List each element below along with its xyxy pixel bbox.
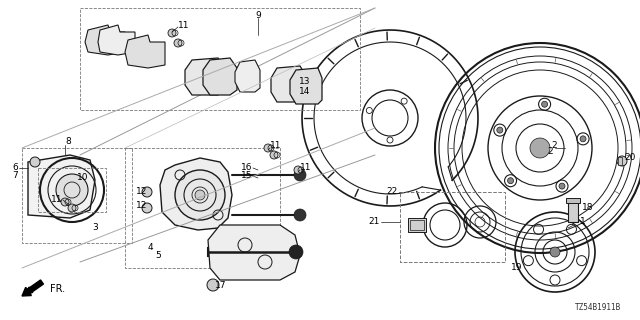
Text: 16: 16: [241, 164, 252, 172]
Circle shape: [142, 203, 152, 213]
Circle shape: [497, 127, 503, 133]
Polygon shape: [203, 58, 237, 95]
Text: 13: 13: [298, 77, 310, 86]
FancyArrow shape: [22, 280, 44, 296]
Text: TZ54B1911B: TZ54B1911B: [575, 303, 621, 312]
Bar: [568, 200, 578, 222]
Bar: [566, 198, 580, 203]
Polygon shape: [125, 35, 165, 68]
Circle shape: [508, 178, 513, 184]
Circle shape: [541, 101, 548, 107]
Text: 21: 21: [369, 218, 380, 227]
Polygon shape: [235, 60, 260, 92]
Text: 15: 15: [241, 172, 252, 180]
Bar: [408, 218, 426, 232]
Polygon shape: [28, 155, 95, 218]
Circle shape: [294, 166, 302, 174]
Text: 18: 18: [582, 204, 593, 212]
Polygon shape: [271, 66, 306, 102]
Text: 4: 4: [148, 244, 154, 252]
Circle shape: [174, 39, 182, 47]
Text: 2: 2: [551, 140, 557, 149]
Circle shape: [175, 170, 225, 220]
Text: 1: 1: [580, 218, 586, 227]
Text: 3: 3: [92, 223, 98, 233]
Circle shape: [289, 245, 303, 259]
Circle shape: [30, 157, 40, 167]
Circle shape: [270, 151, 278, 159]
Circle shape: [207, 279, 219, 291]
Bar: [22, 148, 132, 243]
Text: 10: 10: [77, 173, 88, 182]
Text: 8: 8: [65, 138, 71, 147]
Polygon shape: [290, 68, 322, 104]
Text: 12: 12: [136, 201, 147, 210]
Bar: [410, 220, 424, 230]
Circle shape: [264, 144, 272, 152]
Bar: [38, 168, 106, 212]
Circle shape: [56, 174, 88, 206]
Bar: [80, 8, 360, 110]
Text: 20: 20: [624, 154, 636, 163]
Text: 7: 7: [12, 172, 18, 180]
Bar: [618, 157, 622, 165]
Polygon shape: [160, 158, 232, 230]
Text: 9: 9: [255, 11, 261, 20]
Text: 6: 6: [12, 164, 18, 172]
Bar: [125, 148, 280, 268]
Circle shape: [195, 190, 205, 200]
Circle shape: [530, 138, 550, 158]
Circle shape: [550, 247, 560, 257]
Circle shape: [168, 29, 176, 37]
Circle shape: [559, 183, 565, 189]
Polygon shape: [98, 25, 135, 55]
Text: 11: 11: [178, 20, 189, 29]
Circle shape: [61, 198, 69, 206]
Circle shape: [142, 187, 152, 197]
Text: 11: 11: [51, 196, 62, 204]
Bar: [400, 192, 505, 262]
Text: 5: 5: [155, 252, 161, 260]
Circle shape: [580, 136, 586, 142]
Text: 11: 11: [300, 164, 312, 172]
Circle shape: [294, 209, 306, 221]
Text: 17: 17: [215, 282, 227, 291]
Circle shape: [68, 204, 76, 212]
Polygon shape: [85, 25, 125, 55]
Text: 14: 14: [299, 86, 310, 95]
Text: 22: 22: [387, 188, 398, 196]
Text: FR.: FR.: [50, 284, 65, 294]
Text: 12: 12: [136, 188, 147, 196]
Polygon shape: [185, 58, 225, 95]
Text: 2: 2: [547, 147, 553, 156]
Text: 19: 19: [511, 263, 522, 273]
Circle shape: [294, 169, 306, 181]
Polygon shape: [208, 225, 300, 280]
Text: 11: 11: [270, 140, 282, 149]
Circle shape: [617, 156, 627, 166]
